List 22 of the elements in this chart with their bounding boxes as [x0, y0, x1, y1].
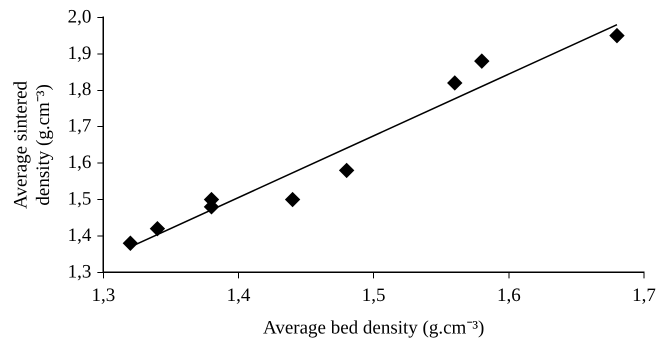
point — [474, 54, 490, 69]
y-tick-label: 1,4 — [68, 224, 92, 246]
x-tick-label: 1,6 — [496, 284, 521, 306]
x-tick-label: 1,7 — [632, 284, 656, 306]
y-tick-label: 1,8 — [68, 79, 92, 100]
y-tick-label: 1,3 — [68, 261, 92, 282]
x-axis-title: Average bed density (g.cm⁻³) — [263, 318, 484, 339]
y-tick-label: 1,7 — [68, 116, 92, 137]
point — [285, 192, 300, 208]
point — [122, 236, 138, 251]
point — [150, 221, 165, 236]
y-tick-label: 2,0 — [68, 6, 92, 28]
x-tick-label: 1,4 — [226, 284, 251, 306]
x-tick-label: 1,5 — [362, 284, 386, 306]
point — [609, 28, 624, 44]
point — [339, 162, 354, 178]
y-axis-title: Average sintered density (g.cm⁻³) — [10, 80, 54, 209]
point — [447, 75, 462, 90]
y-tick-label: 1,5 — [68, 188, 92, 210]
y-tick-label: 1,9 — [68, 42, 92, 64]
y-tick-label: 1,6 — [68, 152, 92, 174]
x-tick-label: 1,3 — [91, 284, 116, 306]
